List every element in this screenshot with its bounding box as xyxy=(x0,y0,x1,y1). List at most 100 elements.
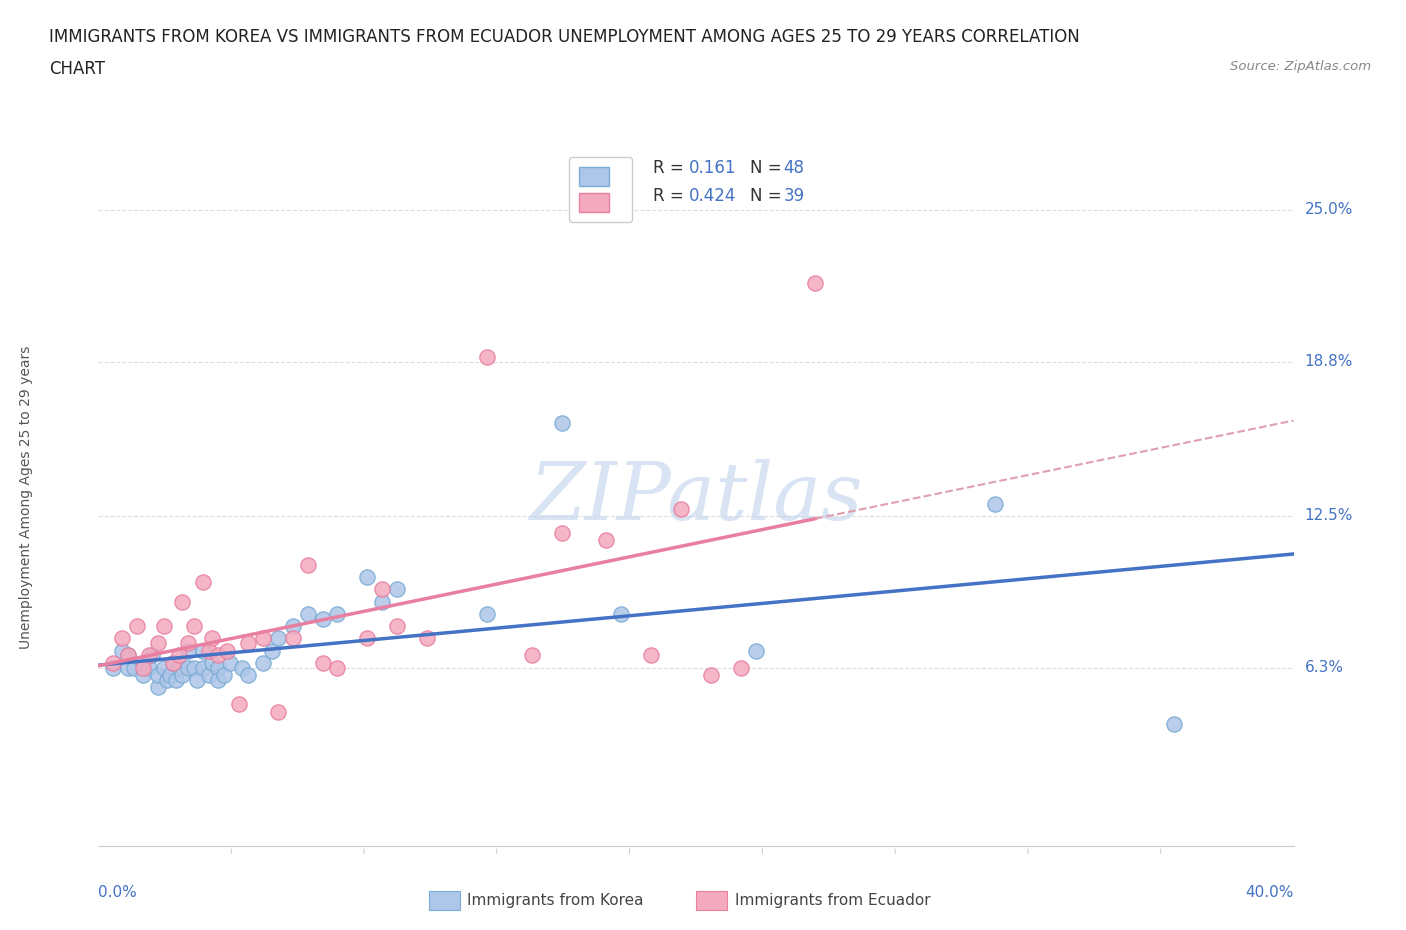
Point xyxy=(215,643,238,658)
Point xyxy=(159,668,181,683)
Point xyxy=(475,606,498,621)
Point xyxy=(132,660,155,675)
Text: R =: R = xyxy=(654,187,689,205)
Point xyxy=(153,618,176,633)
Text: 0.424: 0.424 xyxy=(689,187,737,205)
Text: 39: 39 xyxy=(783,187,804,205)
Point xyxy=(595,533,617,548)
Point xyxy=(610,606,633,621)
Text: N =: N = xyxy=(751,159,787,178)
Point xyxy=(326,606,349,621)
Text: ZIPatlas: ZIPatlas xyxy=(529,458,863,537)
Point xyxy=(186,672,208,687)
Text: 25.0%: 25.0% xyxy=(1305,203,1353,218)
Point xyxy=(153,660,176,675)
Point xyxy=(201,631,224,645)
Point xyxy=(281,618,304,633)
Point xyxy=(167,648,190,663)
Point xyxy=(212,668,235,683)
Text: R =: R = xyxy=(654,159,689,178)
Point xyxy=(124,660,146,675)
Point xyxy=(148,680,170,695)
Point xyxy=(127,618,149,633)
Point xyxy=(207,660,229,675)
Text: 6.3%: 6.3% xyxy=(1305,660,1344,675)
Point xyxy=(162,656,184,671)
Point xyxy=(371,582,394,597)
Point xyxy=(475,350,498,365)
Point xyxy=(191,643,214,658)
Point xyxy=(267,704,290,719)
Point xyxy=(326,660,349,675)
Point xyxy=(201,656,224,671)
Point xyxy=(183,660,205,675)
Point xyxy=(356,631,378,645)
Point xyxy=(1163,716,1185,731)
Point xyxy=(162,656,184,671)
Point xyxy=(148,668,170,683)
Text: 48: 48 xyxy=(783,159,804,178)
Point xyxy=(416,631,439,645)
Text: Immigrants from Korea: Immigrants from Korea xyxy=(467,893,644,908)
Point xyxy=(297,606,319,621)
Text: 0.161: 0.161 xyxy=(689,159,737,178)
Point xyxy=(550,525,572,540)
Point xyxy=(520,648,543,663)
Point xyxy=(141,648,163,663)
Point xyxy=(103,656,125,671)
Point xyxy=(297,557,319,572)
Point xyxy=(156,672,179,687)
Point xyxy=(236,636,259,651)
Text: N =: N = xyxy=(751,187,787,205)
Point xyxy=(640,648,662,663)
Point xyxy=(132,668,155,683)
Point xyxy=(198,668,221,683)
Point xyxy=(167,660,190,675)
Point xyxy=(219,656,242,671)
Text: Unemployment Among Ages 25 to 29 years: Unemployment Among Ages 25 to 29 years xyxy=(20,346,34,649)
Point xyxy=(356,570,378,585)
Point xyxy=(148,636,170,651)
Point xyxy=(231,660,253,675)
Point xyxy=(177,660,200,675)
Text: IMMIGRANTS FROM KOREA VS IMMIGRANTS FROM ECUADOR UNEMPLOYMENT AMONG AGES 25 TO 2: IMMIGRANTS FROM KOREA VS IMMIGRANTS FROM… xyxy=(49,28,1080,46)
Point xyxy=(117,648,139,663)
Point xyxy=(267,631,290,645)
Point xyxy=(252,656,274,671)
Point xyxy=(207,672,229,687)
Point xyxy=(198,643,221,658)
Text: Source: ZipAtlas.com: Source: ZipAtlas.com xyxy=(1230,60,1371,73)
Point xyxy=(983,497,1005,512)
Point xyxy=(117,660,139,675)
Point xyxy=(550,416,572,431)
Text: 0.0%: 0.0% xyxy=(98,885,138,900)
Point xyxy=(138,648,160,663)
Point xyxy=(103,660,125,675)
Point xyxy=(700,668,723,683)
Point xyxy=(177,643,200,658)
Point xyxy=(117,648,139,663)
Point xyxy=(311,656,333,671)
Point xyxy=(177,636,200,651)
Point xyxy=(132,656,155,671)
Point xyxy=(111,643,134,658)
Text: 18.8%: 18.8% xyxy=(1305,354,1353,369)
Point xyxy=(165,672,187,687)
Point xyxy=(281,631,304,645)
Point xyxy=(745,643,768,658)
Text: CHART: CHART xyxy=(49,60,105,78)
Point xyxy=(111,631,134,645)
Point xyxy=(172,668,194,683)
Text: Immigrants from Ecuador: Immigrants from Ecuador xyxy=(735,893,931,908)
Point xyxy=(804,276,827,291)
Point xyxy=(207,648,229,663)
Point xyxy=(191,660,214,675)
Point xyxy=(385,618,409,633)
Point xyxy=(172,594,194,609)
Point xyxy=(385,582,409,597)
Point xyxy=(228,697,250,711)
Point xyxy=(669,501,692,516)
Point xyxy=(191,575,214,590)
Point xyxy=(183,618,205,633)
Text: 40.0%: 40.0% xyxy=(1246,885,1294,900)
